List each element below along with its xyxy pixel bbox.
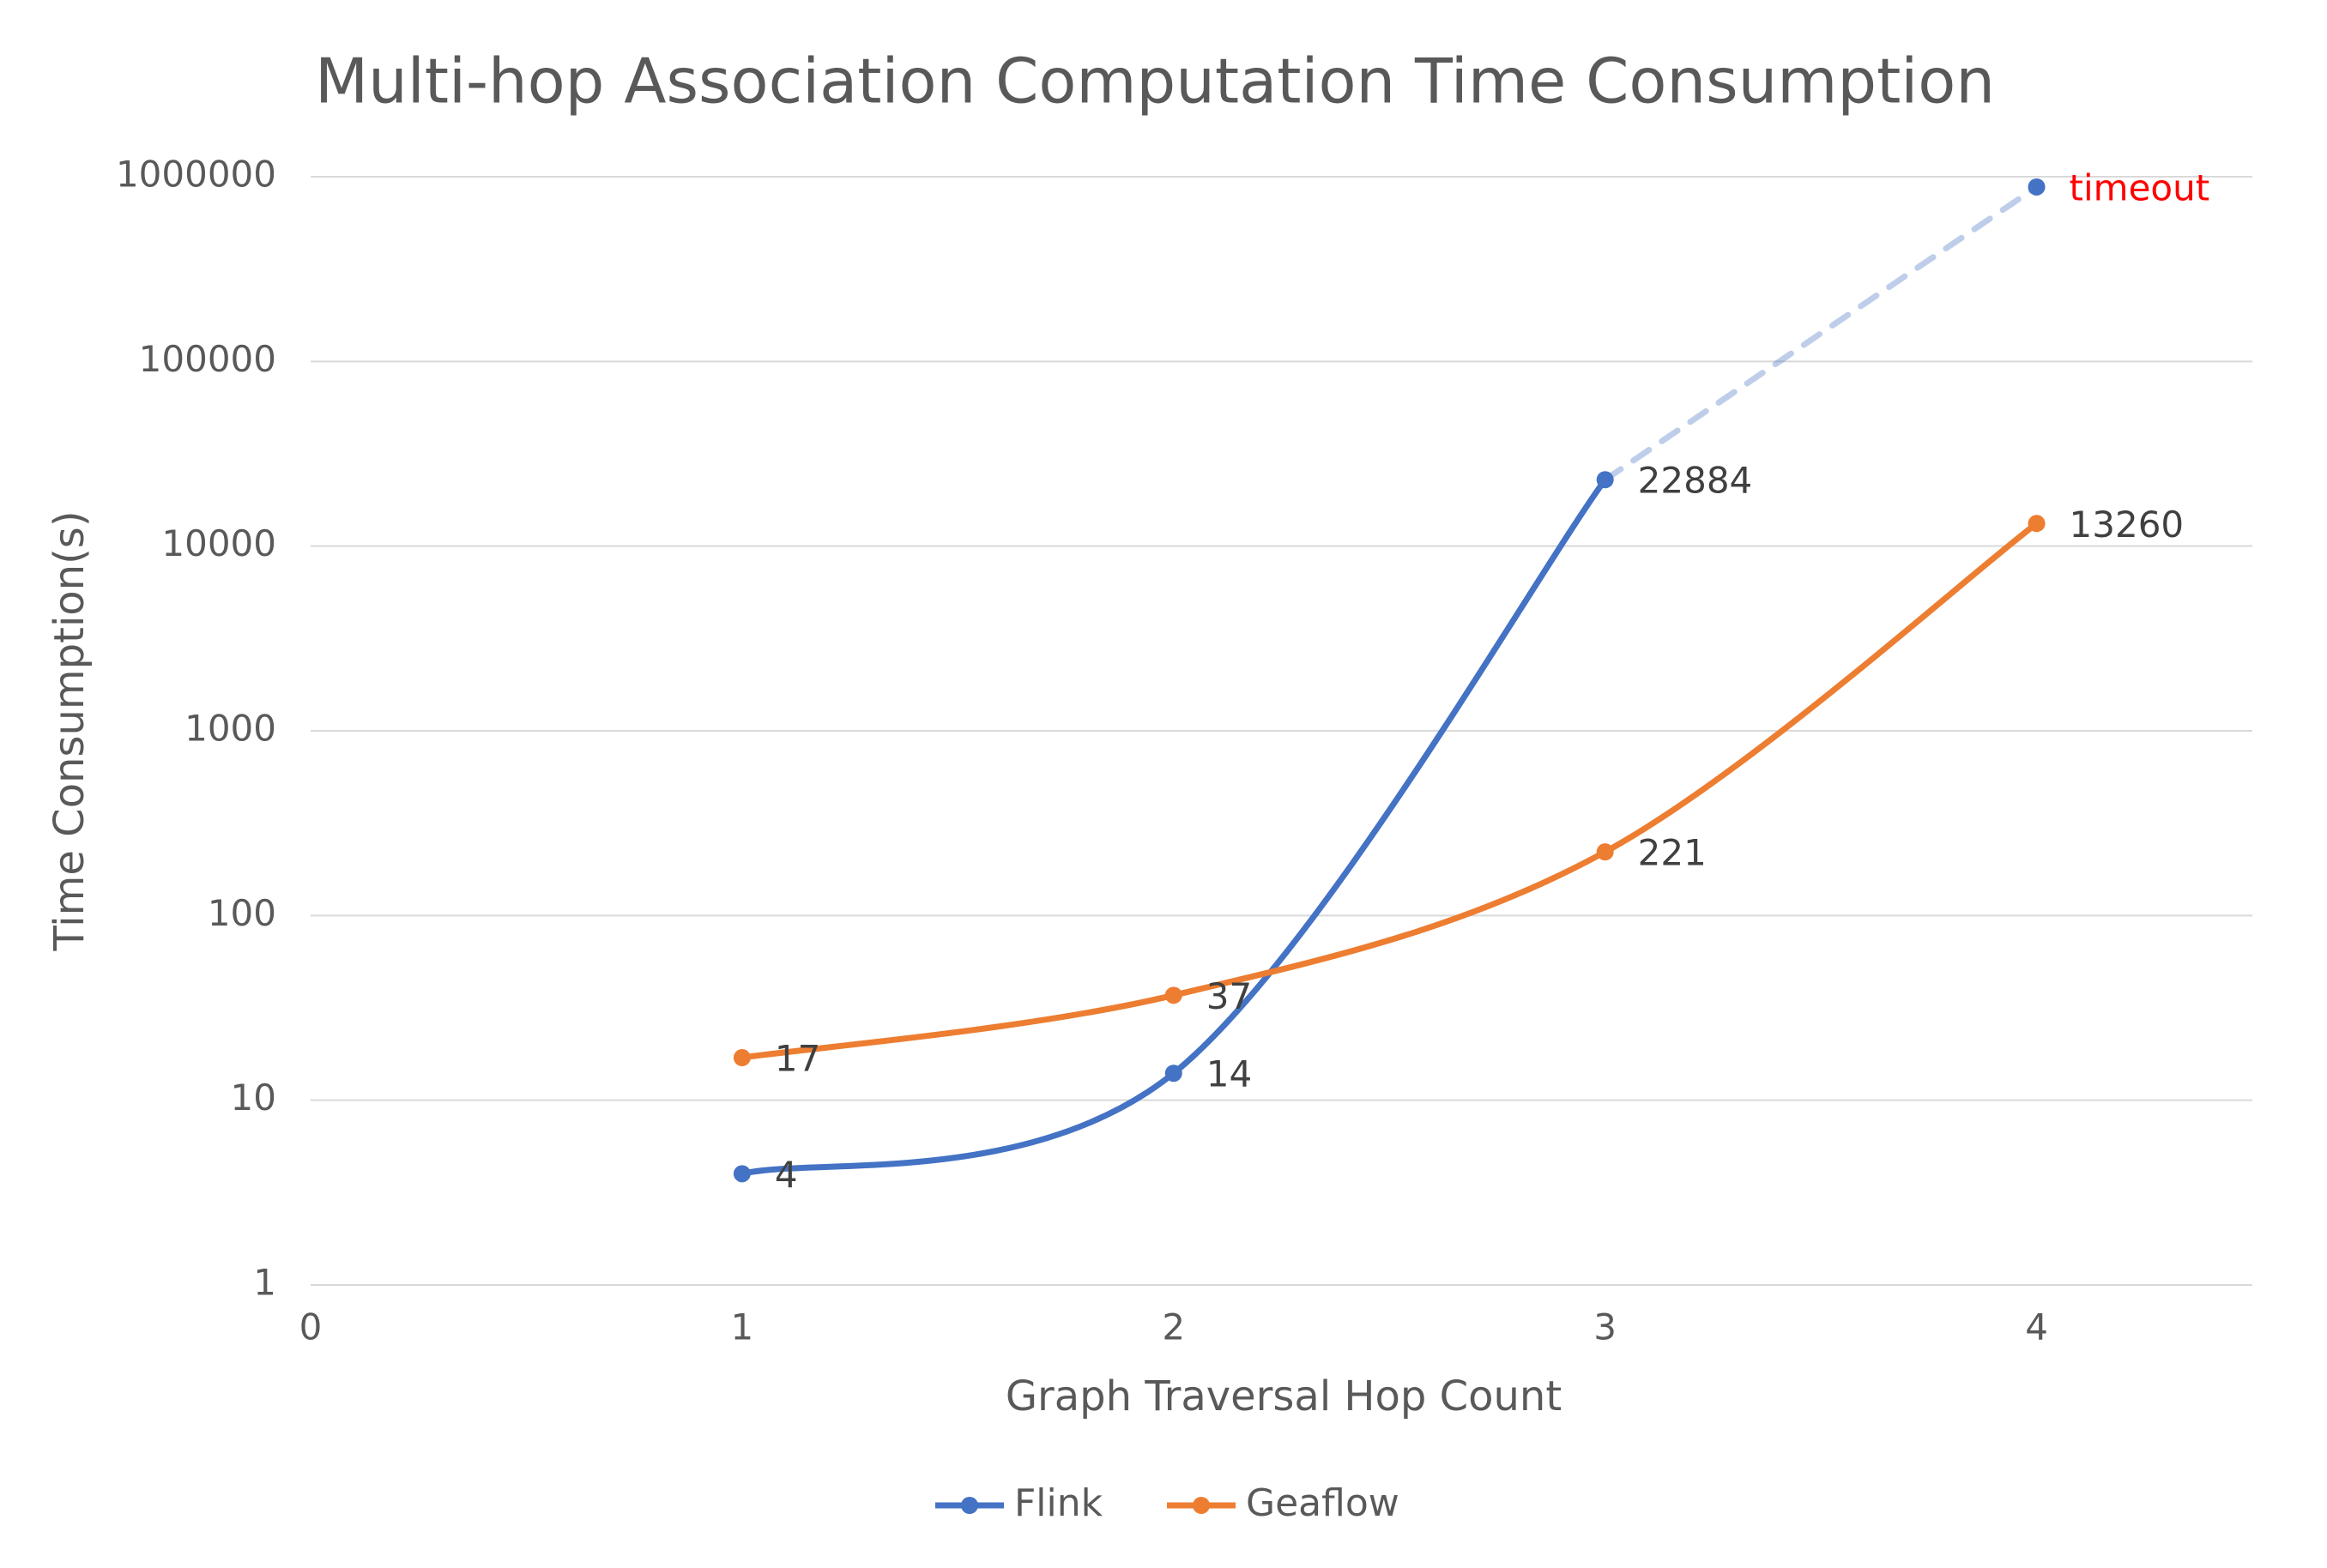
data-label: 221 (1638, 832, 1707, 874)
chart-title: Multi-hop Association Computation Time C… (315, 45, 1995, 118)
line (739, 520, 2040, 1061)
y-tick-label: 10 (231, 1076, 276, 1119)
legend-label: Geaflow (1246, 1481, 1399, 1525)
y-tick-label: 1000 (184, 708, 276, 750)
marker (1164, 1064, 1182, 1083)
marker (733, 1049, 751, 1067)
y-tick-label: 10000 (161, 522, 276, 564)
marker (1596, 843, 1614, 861)
marker (1596, 471, 1614, 489)
y-tick-label: 100 (208, 892, 276, 934)
line (739, 476, 1609, 1177)
line-dashed (1602, 184, 2040, 483)
marker (2028, 515, 2046, 533)
marker (1164, 986, 1182, 1004)
x-tick-label: 4 (2025, 1306, 2048, 1348)
y-tick-label: 1000000 (116, 154, 276, 196)
x-tick-label: 1 (731, 1306, 754, 1348)
legend-marker (961, 1497, 978, 1514)
data-label: 37 (1206, 975, 1252, 1017)
data-label: 17 (775, 1038, 820, 1080)
x-axis-title: Graph Traversal Hop Count (1006, 1372, 1562, 1420)
y-tick-label: 1 (253, 1262, 276, 1304)
y-tick-label: 100000 (139, 338, 276, 380)
data-label: 13260 (2070, 504, 2185, 546)
marker (733, 1165, 751, 1183)
marker (2028, 178, 2046, 196)
data-label: 22884 (1638, 460, 1753, 502)
data-label: timeout (2070, 166, 2210, 208)
x-tick-label: 3 (1593, 1306, 1617, 1348)
x-tick-label: 0 (299, 1306, 323, 1348)
legend-label: Flink (1014, 1481, 1103, 1525)
y-axis-title: Time Consumption(s) (45, 510, 94, 951)
data-label: 14 (1206, 1053, 1252, 1095)
x-tick-label: 2 (1162, 1306, 1185, 1348)
legend-marker (1193, 1497, 1210, 1514)
data-label: 4 (775, 1154, 798, 1196)
